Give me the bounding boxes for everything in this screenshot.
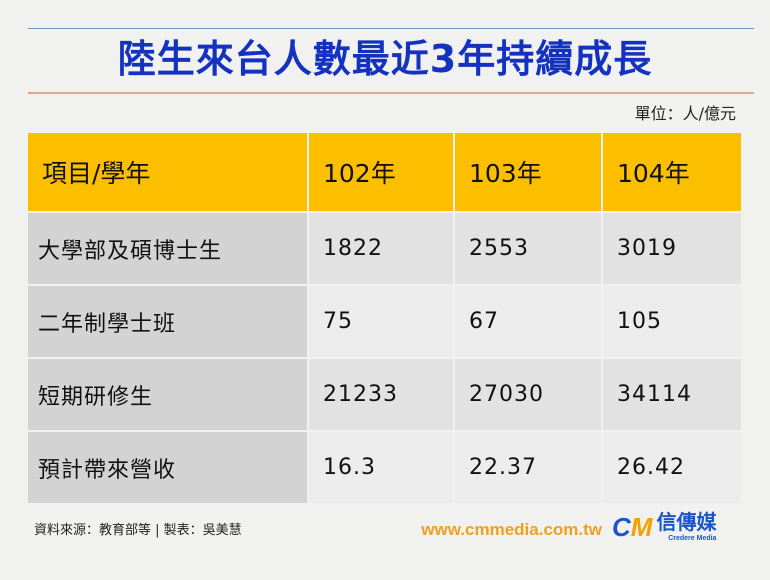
row-label: 預計帶來營收 <box>28 432 307 503</box>
value-cell: 3019 <box>603 213 741 284</box>
value-cell: 1822 <box>309 213 453 284</box>
header-cell: 103年 <box>455 133 601 211</box>
value-cell: 2553 <box>455 213 601 284</box>
brand-text: 信傳媒 <box>656 510 717 534</box>
brand-subtitle: Credere Media <box>668 535 717 542</box>
value-cell: 67 <box>455 286 601 357</box>
source-credit: 資料來源：教育部等 | 製表：吳美慧 <box>34 523 242 538</box>
brand-logo: CM 信傳媒 Credere Media <box>612 510 716 543</box>
page-title: 陸生來台人數最近3年持續成長 <box>117 37 653 81</box>
value-cell: 21233 <box>309 359 453 430</box>
website-link[interactable]: www.cmmedia.com.tw <box>421 520 602 539</box>
top-divider <box>28 28 754 29</box>
value-cell: 26.42 <box>603 432 741 503</box>
value-cell: 75 <box>309 286 453 357</box>
value-cell: 105 <box>603 286 741 357</box>
brand-name: 信傳媒 Credere Media <box>656 510 716 543</box>
value-cell: 27030 <box>455 359 601 430</box>
table-row: 短期研修生 21233 27030 34114 <box>28 359 741 430</box>
row-label: 二年制學士班 <box>28 286 307 357</box>
value-cell: 34114 <box>603 359 741 430</box>
value-cell: 16.3 <box>309 432 453 503</box>
header-cell: 項目/學年 <box>28 133 307 211</box>
table-header-row: 項目/學年 102年 103年 104年 <box>28 133 741 211</box>
header-cell: 104年 <box>603 133 741 211</box>
unit-label: 單位：人/億元 <box>634 104 736 123</box>
table-row: 預計帶來營收 16.3 22.37 26.42 <box>28 432 741 503</box>
row-label: 短期研修生 <box>28 359 307 430</box>
table-row: 二年制學士班 75 67 105 <box>28 286 741 357</box>
title-divider <box>28 92 754 94</box>
header-cell: 102年 <box>309 133 453 211</box>
row-label: 大學部及碩博士生 <box>28 213 307 284</box>
data-table: 項目/學年 102年 103年 104年 大學部及碩博士生 1822 2553 301… <box>26 131 743 505</box>
value-cell: 22.37 <box>455 432 601 503</box>
cm-logo-mark: CM <box>612 511 653 542</box>
table-row: 大學部及碩博士生 1822 2553 3019 <box>28 213 741 284</box>
